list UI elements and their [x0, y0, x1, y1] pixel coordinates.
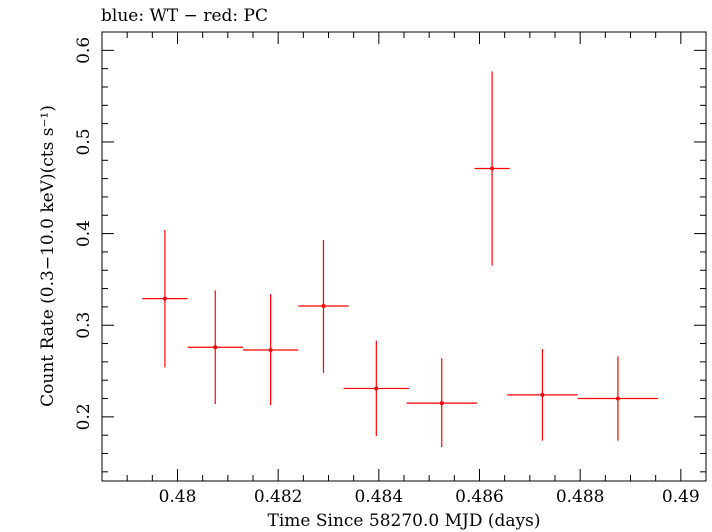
- x-tick-label: 0.482: [254, 487, 303, 507]
- data-point: [507, 349, 578, 441]
- y-tick-label: 0.4: [74, 220, 94, 247]
- point-marker: [615, 396, 620, 401]
- point-marker: [268, 347, 273, 352]
- data-point: [242, 294, 299, 405]
- point-marker: [540, 392, 545, 397]
- plot-frame: [101, 31, 707, 482]
- point-marker: [162, 296, 167, 301]
- x-tick-label: 0.484: [354, 487, 403, 507]
- data-points: [142, 71, 659, 448]
- data-point: [298, 240, 349, 373]
- y-axis-label: Count Rate (0.3−10.0 keV)(cts s⁻¹): [38, 105, 58, 407]
- x-tick-label: 0.48: [159, 487, 197, 507]
- chart-title: blue: WT − red: PC: [101, 6, 268, 26]
- data-point: [577, 356, 659, 441]
- y-tick-label: 0.6: [74, 37, 94, 64]
- x-tick-label: 0.49: [662, 487, 700, 507]
- y-tick-label: 0.5: [74, 128, 94, 155]
- data-point: [343, 340, 410, 437]
- axes: 0.48 0.482 0.484 0.486 0.488 0.49 0.2 0.3 0.4 0.5…: [74, 31, 707, 507]
- x-tick-label: 0.488: [556, 487, 605, 507]
- data-point: [187, 290, 243, 405]
- point-marker: [439, 401, 444, 406]
- point-marker: [321, 303, 326, 308]
- x-tick-label: 0.486: [455, 487, 504, 507]
- data-point: [474, 71, 510, 266]
- point-marker: [374, 386, 379, 391]
- data-point: [142, 229, 188, 368]
- point-marker: [213, 345, 218, 350]
- point-marker: [490, 166, 495, 171]
- y-tick-label: 0.3: [74, 312, 94, 339]
- data-point: [406, 358, 477, 448]
- x-axis-label: Time Since 58270.0 MJD (days): [268, 511, 541, 531]
- y-tick-label: 0.2: [74, 403, 94, 430]
